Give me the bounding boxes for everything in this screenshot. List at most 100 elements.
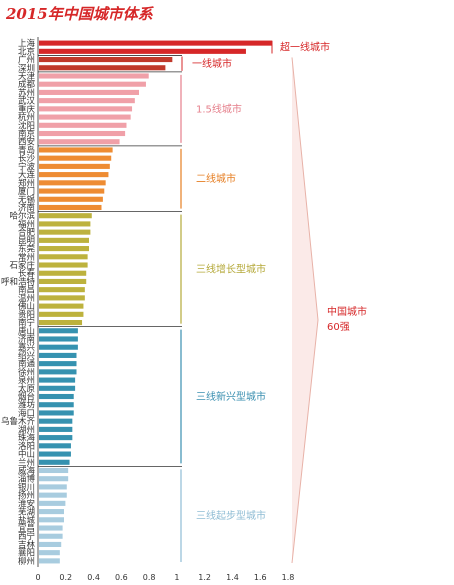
bar-盐城 — [39, 517, 64, 523]
group-label: 1.5线城市 — [196, 102, 242, 115]
bar-绍兴 — [39, 352, 77, 358]
bar-杭州 — [39, 114, 131, 120]
bar-兰州 — [39, 459, 70, 465]
city-label: 深圳 — [18, 63, 35, 74]
city-label: 广州 — [18, 55, 35, 66]
bar-洛阳 — [39, 443, 71, 449]
bar-成都 — [39, 81, 146, 87]
city-label: 南通 — [18, 359, 36, 370]
city-label: 合肥 — [18, 227, 36, 238]
city-label: 银川 — [18, 482, 35, 493]
city-label: 佛山 — [18, 301, 35, 312]
bar-珠海 — [39, 435, 73, 441]
bar-昆明 — [39, 237, 89, 243]
bar-郑州 — [39, 180, 106, 186]
plot-area: 上海北京广州深圳天津成都苏州武汉重庆杭州沈阳南京西安青岛长沙宁波大连郑州厦门无锡… — [1, 37, 367, 582]
city-label: 大连 — [18, 170, 36, 181]
bar-重庆 — [39, 106, 133, 112]
city-label: 兰州 — [18, 457, 35, 468]
bar-上海 — [39, 40, 273, 46]
city-label: 宁波 — [18, 161, 36, 172]
city-label: 海口 — [18, 408, 35, 419]
bar-唐山 — [39, 328, 78, 334]
x-tick-label: 1 — [174, 573, 179, 582]
bar-徐州 — [39, 369, 77, 375]
bar-烟台 — [39, 393, 74, 400]
city-label: 沈阳 — [18, 120, 35, 131]
city-label: 宜昌 — [18, 523, 35, 534]
city-label: 盐城 — [18, 515, 36, 526]
city-label: 长春 — [18, 268, 36, 279]
bar-湖州 — [39, 426, 73, 432]
city-label: 福州 — [18, 219, 35, 230]
city-label: 珠海 — [18, 433, 36, 444]
city-label: 济南 — [18, 202, 35, 213]
city-label: 南宁 — [18, 318, 35, 329]
city-label: 西安 — [18, 137, 35, 148]
city-label: 贵阳 — [18, 309, 35, 320]
city-label: 青岛 — [18, 145, 35, 156]
bar-佛山 — [39, 303, 84, 309]
bar-淮安 — [39, 500, 66, 506]
bar-吉林 — [39, 541, 62, 548]
bar-广州 — [39, 56, 173, 63]
city-label: 乌鲁木齐 — [1, 416, 36, 427]
bar-西安 — [39, 139, 120, 145]
bar-扬州 — [39, 492, 67, 498]
bar-柳州 — [39, 558, 60, 564]
city-label: 烟台 — [18, 392, 35, 403]
bar-芜湖 — [39, 509, 64, 515]
bar-长春 — [39, 270, 87, 276]
city-label: 绍兴 — [18, 350, 36, 361]
city-label: 上海 — [18, 38, 36, 49]
bar-天津 — [39, 73, 149, 79]
city-label: 东莞 — [18, 244, 36, 255]
bar-南通 — [39, 361, 77, 367]
bar-襄阳 — [39, 550, 60, 556]
bar-嘉兴 — [39, 344, 78, 350]
city-label: 温州 — [18, 293, 35, 304]
city-label: 吉林 — [18, 539, 36, 550]
city-label: 厦门 — [18, 186, 35, 197]
bar-苏州 — [39, 89, 139, 95]
summary-sublabel: 60强 — [327, 321, 350, 333]
group-label: 三线新兴型城市 — [196, 390, 266, 403]
x-tick-label: 1.2 — [198, 573, 211, 582]
city-label: 洛阳 — [18, 441, 35, 452]
city-label: 淮安 — [18, 498, 35, 509]
city-label: 淄博 — [18, 474, 36, 485]
bar-哈尔滨 — [39, 213, 92, 219]
bar-东莞 — [39, 246, 89, 252]
bar-温州 — [39, 295, 85, 301]
city-label: 石家庄 — [9, 260, 35, 271]
bar-北京 — [39, 48, 246, 54]
chart-title: 2015年中国城市体系 — [5, 5, 155, 23]
x-tick-label: 0.2 — [59, 573, 72, 582]
bar-潍坊 — [39, 402, 74, 408]
city-label: 杭州 — [18, 112, 35, 123]
bar-南昌 — [39, 287, 85, 293]
city-label: 哈尔滨 — [9, 211, 35, 222]
group-label: 三线起步型城市 — [196, 509, 266, 522]
summary-bracket — [291, 57, 319, 564]
city-label: 西宁 — [18, 531, 35, 542]
city-label: 太原 — [18, 383, 35, 394]
city-label: 常州 — [18, 252, 35, 263]
bar-武汉 — [39, 98, 135, 104]
group-label: 超一线城市 — [280, 41, 330, 54]
city-label: 北京 — [18, 46, 35, 57]
bar-乌鲁木齐 — [39, 418, 73, 424]
city-label: 襄阳 — [18, 548, 35, 559]
city-label: 南京 — [18, 129, 35, 140]
city-label: 重庆 — [18, 104, 36, 115]
bar-南京 — [39, 130, 126, 137]
city-label: 唐山 — [18, 326, 35, 337]
city-label: 天津 — [18, 71, 36, 82]
x-tick-label: 0.4 — [87, 573, 100, 582]
bar-济南 — [39, 204, 102, 211]
bar-宁波 — [39, 163, 110, 169]
bar-南宁 — [39, 319, 83, 326]
bar-中山 — [39, 451, 71, 457]
city-label: 威海 — [18, 465, 36, 476]
